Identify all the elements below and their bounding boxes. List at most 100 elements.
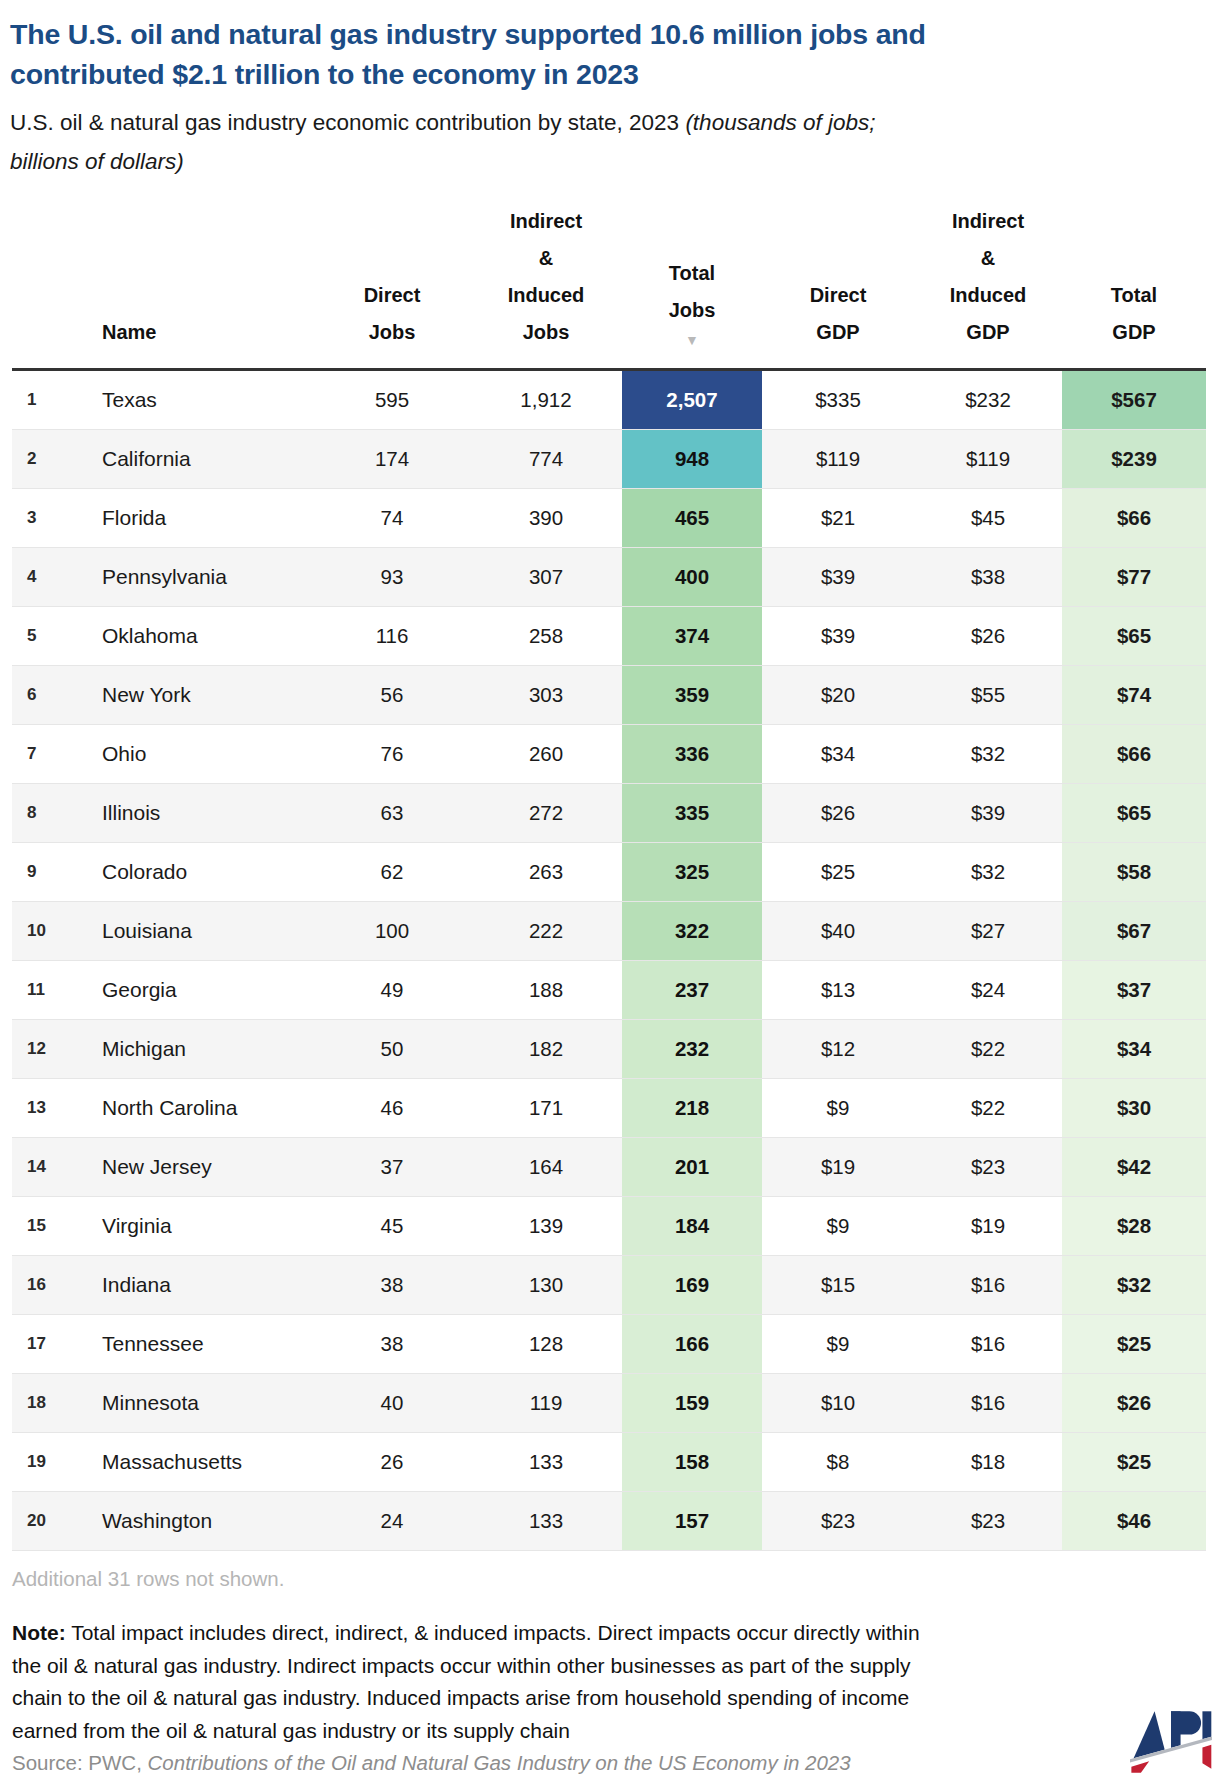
- row-total-gdp: $46: [1062, 1492, 1206, 1550]
- row-direct-gdp: $21: [762, 489, 914, 547]
- row-direct-gdp: $13: [762, 961, 914, 1019]
- col-header-direct-gdp[interactable]: Direct GDP: [762, 277, 914, 351]
- row-total-jobs: 158: [622, 1433, 762, 1491]
- row-direct-jobs: 174: [314, 430, 470, 488]
- col-header-indirect-induced-jobs[interactable]: Indirect & Induced Jobs: [470, 203, 622, 351]
- row-state-name: Texas: [82, 371, 314, 429]
- row-state-name: Georgia: [82, 961, 314, 1019]
- row-direct-jobs: 40: [314, 1374, 470, 1432]
- row-total-gdp: $65: [1062, 784, 1206, 842]
- col-header-total-gdp[interactable]: Total GDP: [1062, 277, 1206, 351]
- row-rank: 16: [12, 1256, 82, 1314]
- table-row: 14 New Jersey 37 164 201 $19 $23 $42: [12, 1138, 1206, 1197]
- row-direct-gdp: $20: [762, 666, 914, 724]
- table-row: 9 Colorado 62 263 325 $25 $32 $58: [12, 843, 1206, 902]
- table-row: 10 Louisiana 100 222 322 $40 $27 $67: [12, 902, 1206, 961]
- row-direct-jobs: 37: [314, 1138, 470, 1196]
- col-header-indirect-induced-gdp[interactable]: Indirect & Induced GDP: [914, 203, 1062, 351]
- col-header-label: Total: [622, 255, 762, 292]
- row-total-jobs: 322: [622, 902, 762, 960]
- data-table: Name Direct Jobs Indirect & Induced Jobs…: [12, 203, 1206, 1551]
- api-logo: [1130, 1702, 1212, 1778]
- row-direct-jobs: 100: [314, 902, 470, 960]
- sort-descending-icon[interactable]: ▼: [622, 329, 762, 351]
- row-indirect-induced-jobs: 139: [470, 1197, 622, 1255]
- row-direct-gdp: $19: [762, 1138, 914, 1196]
- row-indirect-induced-gdp: $18: [914, 1433, 1062, 1491]
- col-header-name[interactable]: Name: [82, 314, 314, 351]
- row-total-jobs: 201: [622, 1138, 762, 1196]
- row-indirect-induced-jobs: 182: [470, 1020, 622, 1078]
- row-state-name: Florida: [82, 489, 314, 547]
- row-indirect-induced-gdp: $24: [914, 961, 1062, 1019]
- row-indirect-induced-gdp: $55: [914, 666, 1062, 724]
- row-indirect-induced-jobs: 130: [470, 1256, 622, 1314]
- table-header-row: Name Direct Jobs Indirect & Induced Jobs…: [12, 203, 1206, 371]
- row-total-gdp: $32: [1062, 1256, 1206, 1314]
- col-header-label: GDP: [762, 314, 914, 351]
- col-header-direct-jobs[interactable]: Direct Jobs: [314, 277, 470, 351]
- row-indirect-induced-gdp: $16: [914, 1256, 1062, 1314]
- table-row: 11 Georgia 49 188 237 $13 $24 $37: [12, 961, 1206, 1020]
- row-state-name: New Jersey: [82, 1138, 314, 1196]
- row-indirect-induced-jobs: 272: [470, 784, 622, 842]
- row-direct-gdp: $10: [762, 1374, 914, 1432]
- row-total-gdp: $65: [1062, 607, 1206, 665]
- row-state-name: Washington: [82, 1492, 314, 1550]
- col-header-total-jobs[interactable]: Total Jobs ▼: [622, 255, 762, 351]
- page-subtitle-line1: U.S. oil & natural gas industry economic…: [10, 103, 1206, 142]
- subtitle-units-1: (thousands of jobs;: [685, 110, 875, 135]
- row-direct-gdp: $39: [762, 548, 914, 606]
- table-row: 8 Illinois 63 272 335 $26 $39 $65: [12, 784, 1206, 843]
- table-row: 4 Pennsylvania 93 307 400 $39 $38 $77: [12, 548, 1206, 607]
- row-direct-jobs: 63: [314, 784, 470, 842]
- row-direct-gdp: $34: [762, 725, 914, 783]
- row-direct-jobs: 26: [314, 1433, 470, 1491]
- row-direct-gdp: $8: [762, 1433, 914, 1491]
- row-direct-gdp: $15: [762, 1256, 914, 1314]
- row-total-jobs: 374: [622, 607, 762, 665]
- row-rank: 13: [12, 1079, 82, 1137]
- table-row: 17 Tennessee 38 128 166 $9 $16 $25: [12, 1315, 1206, 1374]
- row-total-jobs: 465: [622, 489, 762, 547]
- row-total-gdp: $37: [1062, 961, 1206, 1019]
- row-total-gdp: $58: [1062, 843, 1206, 901]
- row-total-gdp: $28: [1062, 1197, 1206, 1255]
- row-total-jobs: 232: [622, 1020, 762, 1078]
- row-direct-jobs: 45: [314, 1197, 470, 1255]
- row-rank: 14: [12, 1138, 82, 1196]
- row-rank: 19: [12, 1433, 82, 1491]
- row-total-gdp: $66: [1062, 725, 1206, 783]
- row-direct-jobs: 50: [314, 1020, 470, 1078]
- row-total-jobs: 359: [622, 666, 762, 724]
- row-direct-gdp: $335: [762, 371, 914, 429]
- table-row: 16 Indiana 38 130 169 $15 $16 $32: [12, 1256, 1206, 1315]
- row-indirect-induced-jobs: 263: [470, 843, 622, 901]
- row-indirect-induced-jobs: 171: [470, 1079, 622, 1137]
- row-total-jobs: 184: [622, 1197, 762, 1255]
- page-subtitle-line2: billions of dollars): [10, 142, 1206, 181]
- row-indirect-induced-gdp: $16: [914, 1315, 1062, 1373]
- row-total-gdp: $25: [1062, 1315, 1206, 1373]
- logo-letter-p-bowl: [1171, 1711, 1201, 1734]
- table-row: 20 Washington 24 133 157 $23 $23 $46: [12, 1492, 1206, 1551]
- row-rank: 10: [12, 902, 82, 960]
- row-indirect-induced-gdp: $32: [914, 843, 1062, 901]
- table-row: 2 California 174 774 948 $119 $119 $239: [12, 430, 1206, 489]
- row-state-name: Pennsylvania: [82, 548, 314, 606]
- source-line: Source: PWC, Contributions of the Oil an…: [12, 1751, 1206, 1775]
- col-header-label: GDP: [1062, 314, 1206, 351]
- row-state-name: Tennessee: [82, 1315, 314, 1373]
- row-indirect-induced-gdp: $23: [914, 1492, 1062, 1550]
- row-rank: 9: [12, 843, 82, 901]
- row-rank: 7: [12, 725, 82, 783]
- row-total-jobs: 2,507: [622, 371, 762, 429]
- row-state-name: Indiana: [82, 1256, 314, 1314]
- row-rank: 12: [12, 1020, 82, 1078]
- col-header-label: Induced: [914, 277, 1062, 314]
- row-total-gdp: $239: [1062, 430, 1206, 488]
- row-state-name: Virginia: [82, 1197, 314, 1255]
- table-row: 7 Ohio 76 260 336 $34 $32 $66: [12, 725, 1206, 784]
- row-total-gdp: $26: [1062, 1374, 1206, 1432]
- row-rank: 15: [12, 1197, 82, 1255]
